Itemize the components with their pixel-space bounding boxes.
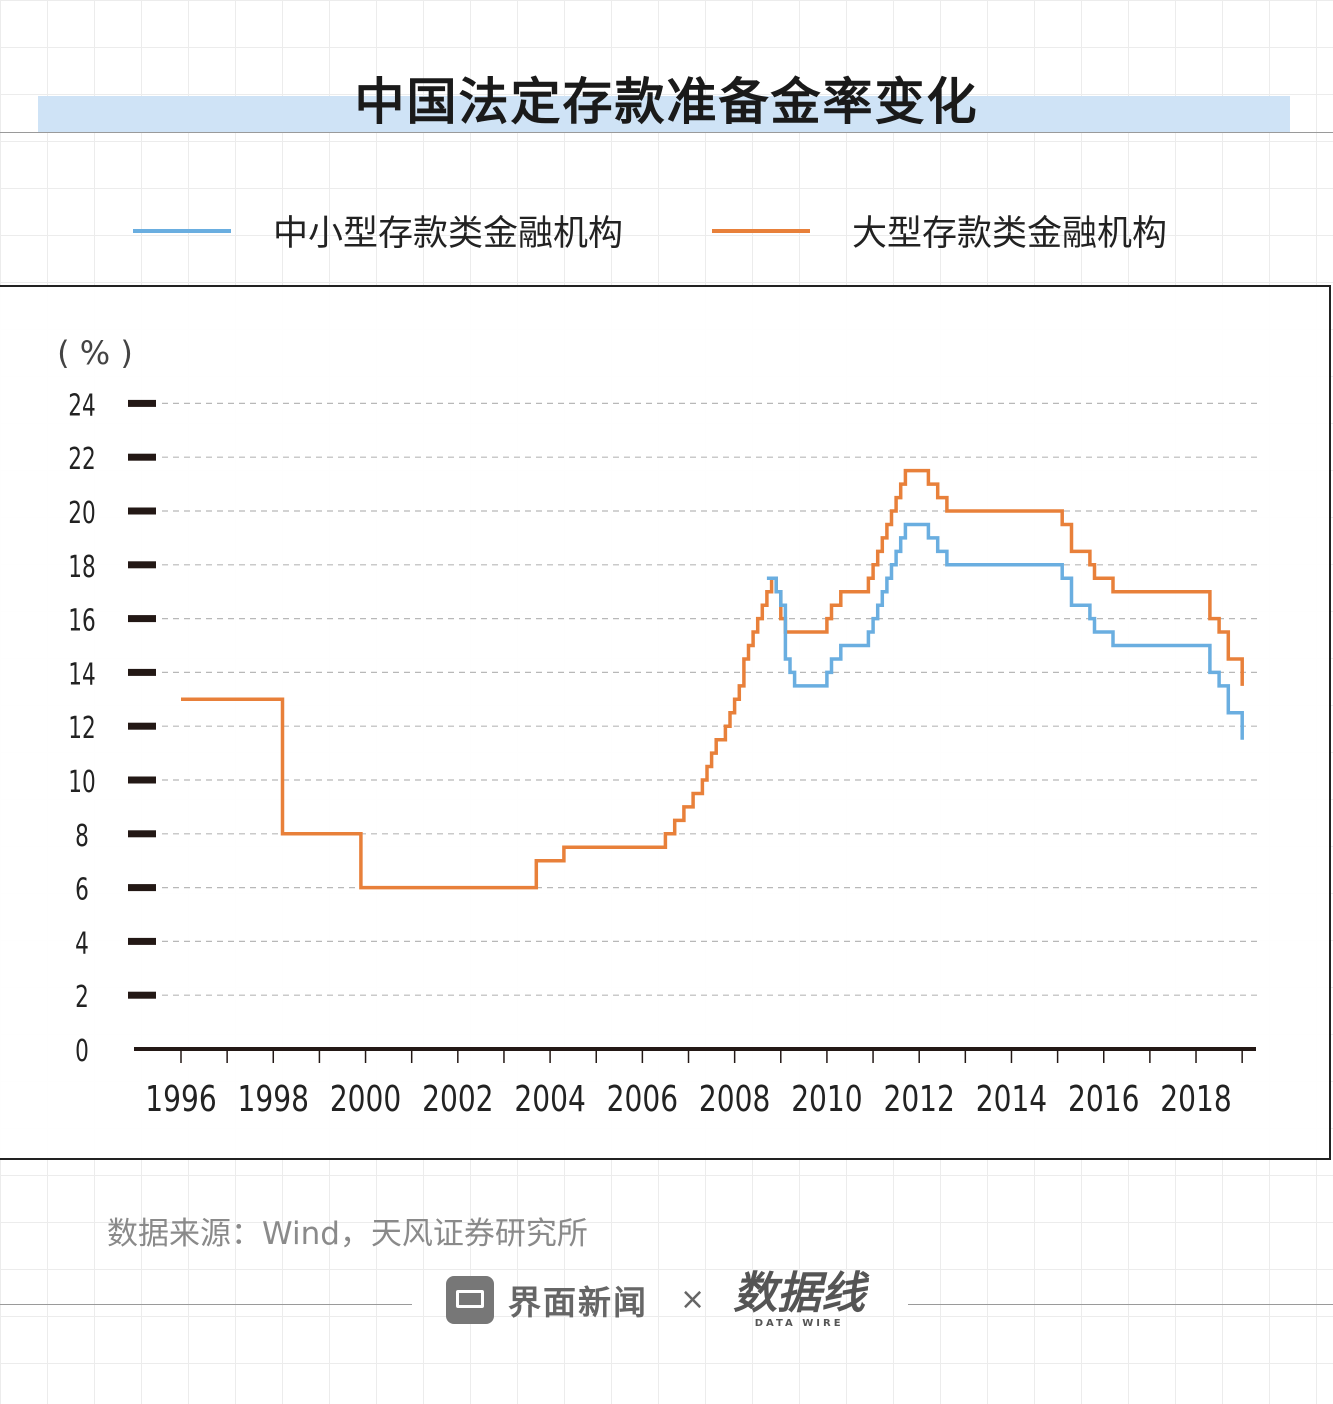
y-tick-mark [128, 776, 156, 784]
brand-icon [446, 1275, 494, 1324]
x-tick-label: 2000 [330, 1078, 401, 1120]
logo-sub: DATA WIRE [754, 1318, 844, 1329]
y-tick-mark [128, 561, 156, 569]
y-tick-label: 2 [75, 981, 89, 1015]
logo-main: 数据线 [733, 1268, 866, 1319]
datawire-logo: 数据线 DATA WIRE [733, 1268, 866, 1330]
y-tick-mark [128, 722, 156, 730]
x-tick-label: 1996 [145, 1078, 216, 1120]
title-band [38, 96, 1290, 132]
y-tick-label: 14 [68, 658, 95, 692]
y-tick-label: 22 [68, 443, 95, 477]
y-tick-mark [128, 668, 156, 676]
legend-item-small: 中小型存款类金融机构 [133, 205, 623, 256]
x-tick-label: 2004 [514, 1078, 585, 1120]
y-tick-label: 24 [68, 389, 95, 423]
footer-rule-right [908, 1304, 1333, 1305]
source-note: 数据来源：Wind，天风证券研究所 [107, 1216, 588, 1252]
y-tick-label: 4 [75, 927, 89, 961]
legend-label-large: 大型存款类金融机构 [852, 214, 1168, 254]
x-tick-label: 2010 [791, 1078, 862, 1120]
y-unit-label: ( % ) [57, 334, 133, 372]
series-line-large [181, 468, 1244, 890]
y-tick-mark [128, 615, 156, 623]
chart-title: 中国法定存款准备金率变化 [354, 73, 979, 131]
legend-swatch-small [133, 228, 231, 233]
x-tick-label: 2014 [976, 1078, 1047, 1120]
x-tick-label: 2008 [699, 1078, 770, 1120]
series-line-small [766, 522, 1244, 740]
legend-swatch-large [712, 228, 810, 233]
y-tick-mark [128, 453, 156, 461]
y-tick-label: 10 [68, 766, 95, 800]
footer-rule-left [0, 1304, 412, 1305]
y-tick-label: 12 [68, 712, 95, 746]
x-tick-label: 2002 [422, 1078, 493, 1120]
y-tick-mark [128, 507, 156, 515]
y-tick-label: 20 [68, 497, 95, 531]
legend: 中小型存款类金融机构 大型存款类金融机构 [0, 205, 1333, 265]
legend-label-small: 中小型存款类金融机构 [273, 214, 624, 254]
y-tick-mark [128, 991, 156, 999]
y-tick-label: 8 [75, 819, 89, 853]
title-rule [0, 132, 1333, 133]
brand-name: 界面新闻 [508, 1282, 648, 1322]
x-tick-label: 2016 [1068, 1078, 1139, 1120]
x-tick-label: 1998 [238, 1078, 309, 1120]
y-tick-label: 6 [75, 873, 89, 907]
x-tick-label: 2006 [607, 1078, 678, 1120]
legend-item-large: 大型存款类金融机构 [712, 205, 1167, 256]
y-tick-label: 0 [75, 1035, 89, 1069]
y-tick-mark [128, 830, 156, 838]
y-tick-mark [128, 399, 156, 407]
times-sign: × [680, 1282, 706, 1317]
y-tick-label: 18 [68, 550, 95, 584]
footer: 界面新闻 × 数据线 DATA WIRE [446, 1270, 865, 1329]
y-tick-mark [128, 884, 156, 892]
x-tick-label: 2012 [883, 1078, 954, 1120]
plot-area [0, 285, 1331, 1160]
x-tick-label: 2018 [1160, 1078, 1231, 1120]
y-tick-mark [128, 937, 156, 945]
y-tick-label: 16 [68, 604, 95, 638]
